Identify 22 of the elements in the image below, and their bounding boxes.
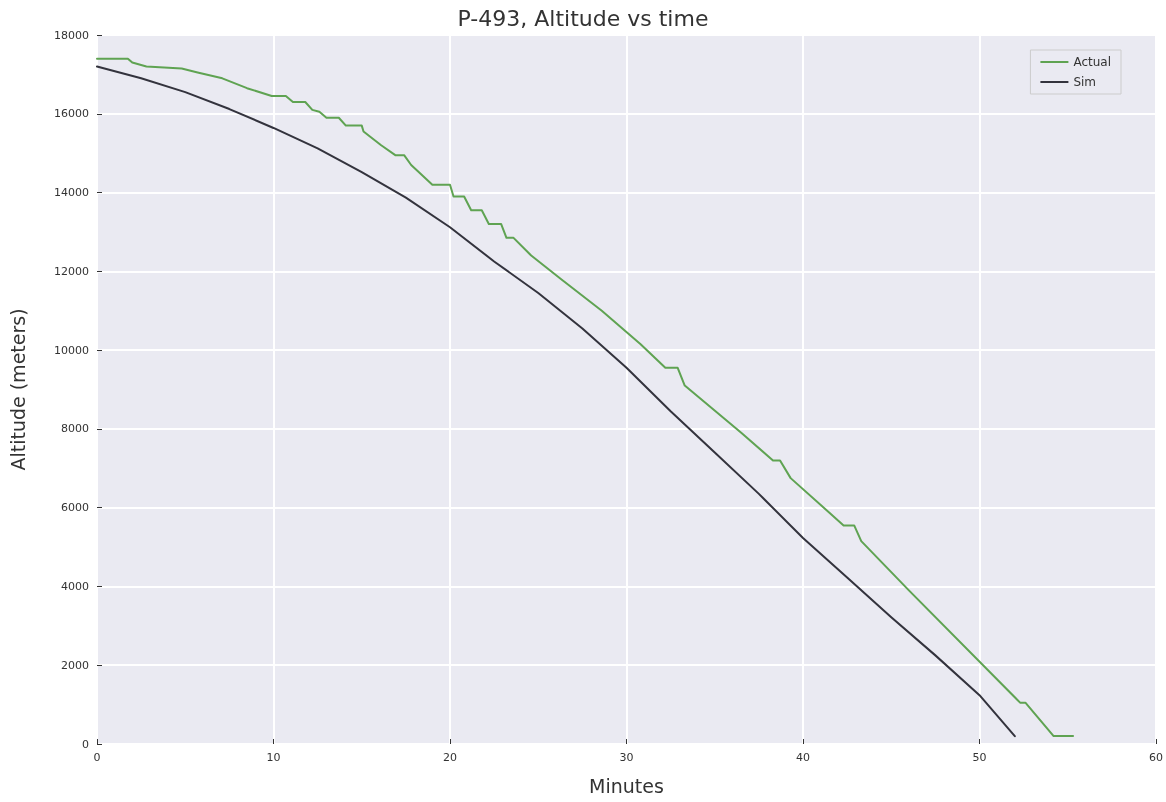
chart-title: P-493, Altitude vs time [457, 5, 709, 31]
legend-label: Sim [1073, 75, 1097, 89]
x-tick-label: 0 [93, 751, 101, 764]
x-tick-label: 30 [619, 751, 634, 764]
legend-label: Actual [1073, 55, 1111, 69]
x-tick-label: 50 [972, 751, 987, 764]
x-tick-label: 40 [796, 751, 810, 764]
y-tick-label: 10000 [54, 343, 89, 357]
y-tick-label: 0 [82, 737, 89, 751]
x-tick-label: 20 [443, 751, 457, 764]
y-tick-label: 8000 [61, 422, 89, 436]
y-tick-label: 6000 [61, 501, 89, 515]
y-tick-label: 16000 [54, 107, 89, 121]
y-tick-label: 18000 [54, 28, 89, 42]
x-tick-label: 10 [266, 751, 281, 764]
y-tick-label: 14000 [54, 186, 89, 200]
y-tick-label: 2000 [61, 658, 89, 672]
y-tick-label: 4000 [61, 579, 89, 593]
x-tick-label: 60 [1149, 751, 1163, 764]
x-axis-title: Minutes [589, 774, 664, 797]
y-tick-label: 12000 [54, 264, 89, 278]
y-axis-title: Altitude (meters) [6, 308, 29, 471]
